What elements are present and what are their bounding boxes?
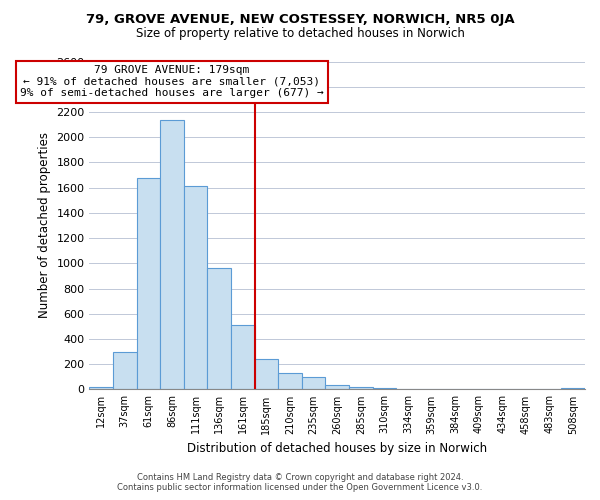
Y-axis label: Number of detached properties: Number of detached properties [38,132,51,318]
Bar [325,385,349,390]
X-axis label: Distribution of detached houses by size in Norwich: Distribution of detached houses by size … [187,442,487,455]
Bar [208,268,231,390]
Bar [373,388,396,390]
Text: 79, GROVE AVENUE, NEW COSTESSEY, NORWICH, NR5 0JA: 79, GROVE AVENUE, NEW COSTESSEY, NORWICH… [86,12,514,26]
Bar [349,387,373,390]
Bar [160,120,184,390]
Bar [254,358,278,390]
Bar [89,387,113,390]
Bar [278,373,302,390]
Bar [231,325,254,390]
Text: Size of property relative to detached houses in Norwich: Size of property relative to detached ho… [136,28,464,40]
Bar [302,377,325,390]
Bar [113,352,137,390]
Bar [137,178,160,390]
Bar [562,388,585,390]
Bar [184,186,208,390]
Text: Contains HM Land Registry data © Crown copyright and database right 2024.
Contai: Contains HM Land Registry data © Crown c… [118,473,482,492]
Bar [396,389,420,390]
Text: 79 GROVE AVENUE: 179sqm
← 91% of detached houses are smaller (7,053)
9% of semi-: 79 GROVE AVENUE: 179sqm ← 91% of detache… [20,65,324,98]
